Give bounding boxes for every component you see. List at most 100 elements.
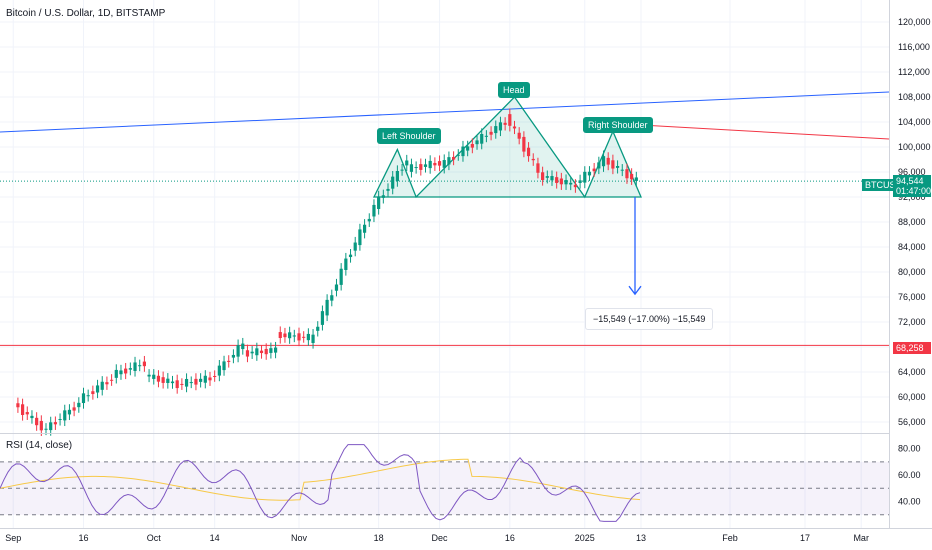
candle (536, 163, 540, 173)
candle (208, 377, 212, 381)
candle (353, 242, 357, 251)
candle (545, 176, 549, 178)
candle (119, 370, 123, 375)
rsi-line (0, 444, 641, 522)
candle (494, 126, 498, 134)
price-tag: 94,544 01:47:00 (893, 175, 931, 197)
time-tick-label: Mar (853, 533, 869, 543)
candle (138, 365, 142, 367)
candle (372, 204, 376, 217)
right-shoulder-label[interactable]: Right Shoulder (583, 117, 653, 133)
candle (217, 365, 221, 376)
candle (306, 333, 310, 341)
rsi-band-fill (0, 461, 889, 515)
candle (475, 140, 479, 145)
candle (161, 377, 165, 383)
candle (255, 348, 259, 356)
candle (348, 254, 353, 258)
candle (414, 167, 418, 169)
price-tick-label: 100,000 (898, 142, 931, 152)
candle (386, 188, 390, 191)
rsi-tick-label: 80.00 (898, 444, 921, 454)
candle (81, 393, 86, 404)
price-tick-label: 80,000 (898, 267, 926, 277)
pane-divider[interactable] (0, 433, 890, 434)
price-tick-label: 104,000 (898, 117, 931, 127)
candle (184, 378, 189, 387)
time-tick-label: Nov (291, 533, 308, 543)
candle (227, 360, 231, 362)
time-tick-label: 16 (78, 533, 88, 543)
candle (517, 132, 521, 139)
price-tick-label: 56,000 (898, 417, 926, 427)
candle (199, 378, 203, 382)
candle (222, 361, 226, 371)
candle (147, 374, 151, 377)
time-axis: Sep 16 Oct 14 Nov 18 Dec 16 2025 13 Feb 17 Mar (5, 533, 869, 543)
time-tick-label: Oct (147, 533, 162, 543)
candle (358, 229, 362, 246)
candle (498, 122, 503, 131)
candle (250, 351, 254, 354)
time-tick-label: Sep (5, 533, 21, 543)
candle (381, 195, 385, 198)
measure-readout: −15,549 (−17.00%) −15,549 (585, 308, 714, 330)
candle (264, 348, 268, 355)
candle (559, 178, 563, 185)
price-tick-label: 60,000 (898, 392, 926, 402)
candle (634, 177, 638, 181)
candle (133, 362, 137, 371)
candle (630, 173, 634, 180)
candle (170, 381, 175, 384)
candle (470, 144, 474, 148)
candle (213, 375, 217, 377)
candle (456, 154, 460, 156)
candle (362, 224, 367, 233)
candle (302, 336, 306, 338)
candle (236, 345, 240, 357)
candle (30, 415, 34, 419)
rsi-pane (0, 444, 641, 522)
candle (480, 133, 484, 144)
candle (58, 419, 62, 421)
candle (437, 161, 442, 166)
candle (601, 156, 606, 167)
time-tick-label: 2025 (575, 533, 595, 543)
price-tick-label: 112,000 (898, 67, 930, 77)
candle (592, 168, 596, 172)
time-tick-label: 18 (374, 533, 384, 543)
candle (611, 160, 615, 169)
candle (269, 348, 273, 353)
candle (526, 147, 531, 157)
price-tick-label: 96,000 (898, 167, 926, 177)
candle (316, 326, 320, 331)
candle (77, 402, 81, 408)
candle (367, 218, 371, 222)
candle (128, 368, 132, 370)
candle (292, 335, 296, 337)
rsi-title: RSI (14, close) (6, 440, 73, 451)
candle (63, 410, 67, 421)
time-tick-label: 16 (505, 533, 515, 543)
measure-arrow-head (628, 285, 642, 296)
candle (409, 164, 414, 172)
candle (583, 171, 587, 183)
candle (166, 378, 170, 383)
price-tick-label: 92,000 (898, 192, 926, 202)
left-shoulder-label[interactable]: Left Shoulder (377, 128, 441, 144)
head-label[interactable]: Head (498, 82, 530, 98)
candle (466, 146, 470, 151)
candle (231, 354, 236, 358)
price-axis: 120,000 116,000 112,000 108,000 104,000 100,0… (898, 17, 931, 507)
resistance-line (640, 124, 890, 140)
candle (512, 126, 517, 129)
candle (395, 170, 399, 182)
rsi-ma-line (0, 458, 641, 501)
candle (152, 374, 156, 379)
candle (297, 333, 301, 341)
candle (72, 407, 76, 411)
candle (110, 379, 114, 381)
candle (180, 383, 184, 385)
candle (53, 422, 57, 425)
